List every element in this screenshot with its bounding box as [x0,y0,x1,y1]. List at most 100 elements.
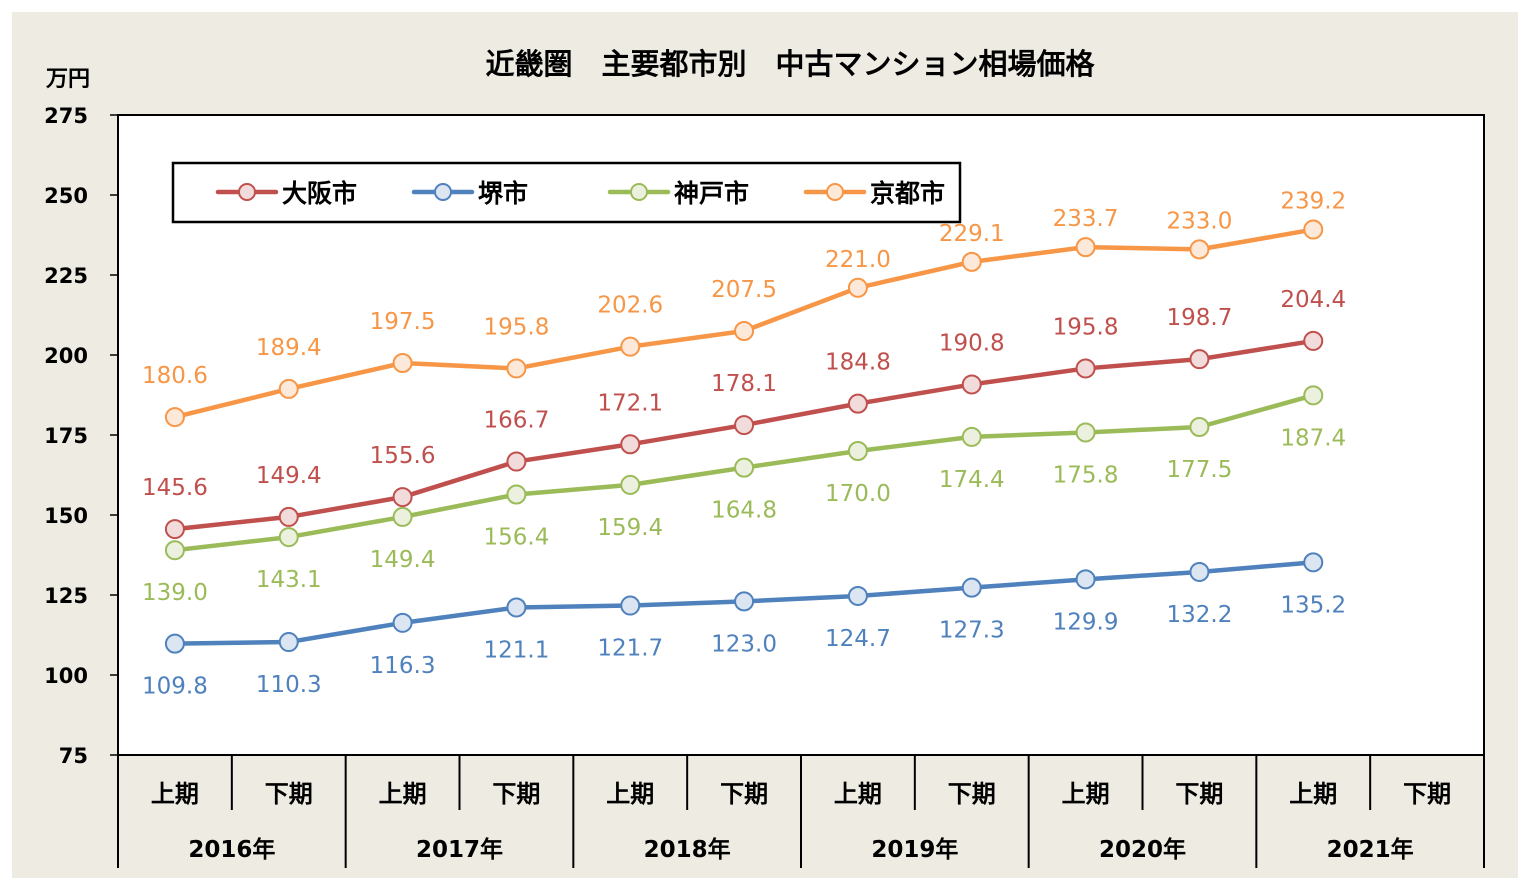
x-tick-label: 下期 [720,780,768,808]
year-label: 2016年 [188,836,275,863]
data-point [1303,552,1324,573]
data-label: 124.7 [825,626,891,652]
data-point [506,484,527,505]
data-label: 233.7 [1053,206,1119,232]
data-label: 177.5 [1166,457,1232,483]
data-point [847,277,868,298]
data-label: 121.7 [597,636,663,662]
data-label: 156.4 [483,525,549,551]
y-tick-label: 150 [44,504,88,528]
data-label: 189.4 [256,335,322,361]
data-label: 233.0 [1166,208,1232,234]
y-tick-label: 100 [44,664,88,688]
data-point [734,415,755,436]
data-point [961,374,982,395]
x-tick-label: 上期 [151,780,199,808]
data-label: 172.1 [597,390,663,416]
data-label: 123.0 [711,631,777,657]
year-label: 2021年 [1327,836,1414,863]
data-label: 190.8 [939,330,1005,356]
data-label: 175.8 [1053,462,1119,488]
data-label: 149.4 [370,547,436,573]
data-label: 174.4 [939,467,1005,493]
series-1: 109.8 110.3 116.3 121.1 121.7 123.0 124.7 127.3… [142,552,1346,700]
data-point [278,527,299,548]
data-point [734,321,755,341]
y-tick-label: 250 [44,184,88,208]
data-point [164,540,185,561]
data-label: 187.4 [1280,425,1346,451]
y-tick-label: 200 [44,344,88,368]
data-label: 184.8 [825,350,891,376]
data-point [1075,422,1096,443]
data-label: 110.3 [256,672,322,698]
year-label: 2017年 [416,836,503,863]
data-point [1189,239,1210,260]
data-point [961,251,982,272]
data-label: 139.0 [142,580,208,606]
x-tick-label: 上期 [379,780,427,808]
data-point [734,457,755,478]
data-point [1075,569,1096,590]
data-point [278,378,299,399]
data-label: 109.8 [142,674,208,700]
data-point [620,595,641,616]
y-tick-label: 125 [44,584,88,608]
data-label: 116.3 [370,653,436,679]
y-axis-unit-label: 万円 [45,67,90,92]
year-label: 2019年 [871,836,958,863]
data-label: 170.0 [825,481,891,507]
legend-label: 堺市 [478,179,528,208]
data-point [1189,349,1210,370]
data-label: 166.7 [483,408,549,434]
data-label: 155.6 [370,443,436,469]
data-point [1189,561,1210,582]
data-label: 180.6 [142,363,208,389]
legend-marker-icon [826,183,844,201]
x-tick-label: 上期 [1062,780,1110,808]
data-label: 204.4 [1280,287,1346,313]
data-point [961,426,982,447]
data-point [620,434,641,455]
data-label: 239.2 [1280,189,1346,215]
legend-label: 大阪市 [282,179,357,208]
data-label: 149.4 [256,463,322,489]
data-point [278,632,299,653]
data-label: 143.1 [256,567,322,593]
data-point [620,474,641,495]
y-tick-label: 225 [44,264,88,288]
data-label: 127.3 [939,618,1005,644]
data-point [392,353,413,373]
data-label: 129.9 [1053,609,1119,635]
year-label: 2020年 [1099,836,1186,863]
series-2: 139.0 143.1 149.4 156.4 159.4 164.8 170.0 174.4… [142,385,1346,606]
data-label: 229.1 [939,221,1005,247]
data-point [392,506,413,527]
data-point [164,407,185,428]
data-label: 197.5 [370,309,436,335]
data-point [164,519,185,540]
data-point [847,441,868,461]
data-label: 121.1 [483,637,549,663]
data-point [847,393,868,414]
data-label: 135.2 [1280,592,1346,618]
data-point [506,597,527,618]
legend-marker-icon [434,183,452,201]
x-tick-label: 下期 [948,780,996,808]
data-label: 221.0 [825,247,891,273]
y-tick-label: 275 [44,104,88,128]
data-point [1075,237,1096,258]
chart-title: 近畿圏 主要都市別 中古マンション相場価格 [485,47,1095,81]
x-tick-label: 上期 [606,780,654,808]
data-point [278,506,299,527]
data-point [164,633,185,654]
data-point [1303,385,1324,406]
legend-label: 京都市 [870,179,945,208]
data-label: 207.5 [711,277,777,303]
data-label: 178.1 [711,371,777,397]
data-label: 159.4 [597,515,663,541]
data-point [1189,417,1210,437]
series-0: 145.6 149.4 155.6 166.7 172.1 178.1 184.8 190.8… [142,287,1346,540]
data-point [392,487,413,508]
